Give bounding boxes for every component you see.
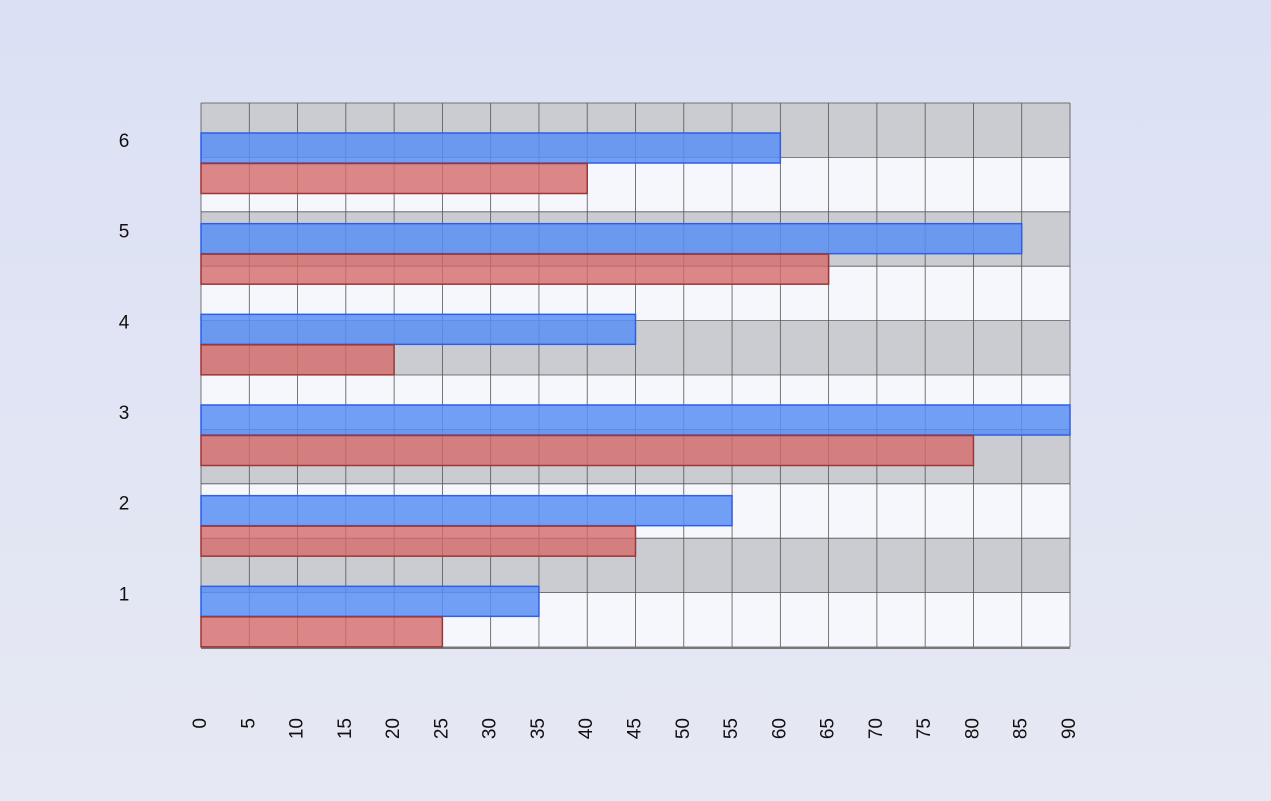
- x-tick-label: 80: [962, 718, 983, 739]
- x-tick-label: 55: [721, 718, 742, 739]
- x-tick-label: 90: [1059, 718, 1080, 739]
- x-tick-label: 65: [818, 718, 839, 739]
- bar: [200, 132, 782, 164]
- bar: [200, 313, 637, 346]
- x-tick-label: 60: [769, 718, 790, 739]
- bar: [200, 616, 444, 648]
- x-tick-label: 70: [866, 718, 887, 739]
- bar: [200, 494, 733, 527]
- x-tick-label: 20: [383, 718, 404, 739]
- bar: [200, 162, 588, 195]
- x-tick-label: 30: [480, 718, 501, 739]
- bar: [200, 434, 975, 467]
- bar: [200, 222, 1023, 255]
- y-tick-label: 6: [119, 131, 130, 152]
- bar: [200, 253, 830, 285]
- x-tick-label: 35: [528, 718, 549, 739]
- x-tick-label: 25: [431, 718, 452, 739]
- x-tick-label: 10: [287, 718, 308, 739]
- x-tick-label: 75: [914, 718, 935, 739]
- x-tick-label: 5: [238, 718, 259, 729]
- y-tick-label: 2: [119, 494, 130, 515]
- x-tick-label: 0: [190, 718, 211, 729]
- x-tick-label: 85: [1011, 718, 1032, 739]
- x-tick-label: 15: [335, 718, 356, 739]
- y-tick-label: 4: [119, 312, 130, 333]
- bar: [200, 525, 637, 557]
- y-tick-label: 1: [119, 584, 130, 605]
- x-tick-label: 40: [576, 718, 597, 739]
- bar: [200, 585, 540, 618]
- bar: [200, 404, 1071, 436]
- x-tick-label: 45: [625, 718, 646, 739]
- y-tick-label: 3: [119, 403, 130, 424]
- y-tick-label: 5: [119, 222, 130, 243]
- bar: [200, 344, 395, 376]
- x-tick-label: 50: [673, 718, 694, 739]
